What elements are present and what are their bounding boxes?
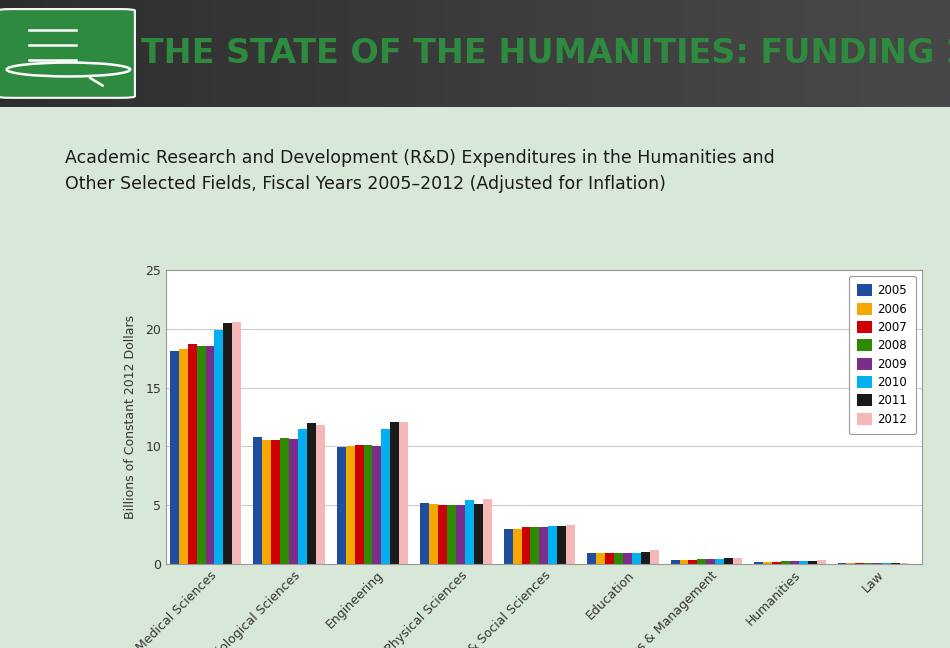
Bar xyxy=(429,504,438,564)
Bar xyxy=(205,347,215,564)
Bar xyxy=(447,505,456,564)
Bar xyxy=(671,561,679,564)
Bar xyxy=(315,425,325,564)
Bar xyxy=(808,561,817,564)
FancyBboxPatch shape xyxy=(0,9,135,98)
Bar xyxy=(558,526,566,564)
Bar xyxy=(587,553,596,564)
Bar xyxy=(715,559,724,564)
Bar xyxy=(901,562,909,564)
Bar xyxy=(438,505,447,564)
Text: Academic Research and Development (R&D) Expenditures in the Humanities and
Other: Academic Research and Development (R&D) … xyxy=(65,149,774,194)
Bar xyxy=(354,445,364,564)
Bar xyxy=(271,441,280,564)
Bar xyxy=(381,429,390,564)
Bar xyxy=(679,561,689,564)
Bar xyxy=(733,558,742,564)
Bar xyxy=(399,422,408,564)
Bar xyxy=(632,553,640,564)
Bar xyxy=(513,529,522,564)
Bar xyxy=(187,344,197,564)
Bar xyxy=(640,552,650,564)
Bar xyxy=(522,527,530,564)
Bar xyxy=(483,499,492,564)
Bar xyxy=(566,525,575,564)
Bar xyxy=(596,553,605,564)
Text: THE STATE OF THE HUMANITIES: FUNDING 2014: THE STATE OF THE HUMANITIES: FUNDING 201… xyxy=(141,37,950,70)
Bar xyxy=(289,439,298,564)
Bar xyxy=(724,558,733,564)
Bar xyxy=(540,527,548,564)
Bar xyxy=(465,500,474,564)
Bar xyxy=(548,526,558,564)
Bar xyxy=(504,529,513,564)
Bar xyxy=(781,561,789,564)
Bar xyxy=(789,561,799,564)
Bar xyxy=(689,561,697,564)
Bar xyxy=(891,563,901,564)
Bar xyxy=(233,322,241,564)
Bar xyxy=(170,351,179,564)
Bar xyxy=(799,561,807,564)
Bar xyxy=(697,559,707,564)
Bar xyxy=(215,330,223,564)
Bar xyxy=(474,504,483,564)
Bar xyxy=(307,422,315,564)
Bar xyxy=(262,441,271,564)
Bar xyxy=(605,553,614,564)
Bar xyxy=(298,429,307,564)
Bar xyxy=(754,562,763,564)
Bar xyxy=(346,446,354,564)
Bar xyxy=(372,446,381,564)
Bar xyxy=(650,550,658,564)
Bar xyxy=(223,323,233,564)
Bar xyxy=(614,553,623,564)
Bar xyxy=(623,553,632,564)
Bar xyxy=(763,562,772,564)
Bar xyxy=(179,349,187,564)
Bar xyxy=(390,422,399,564)
Bar xyxy=(817,561,826,564)
Bar xyxy=(456,505,465,564)
Bar xyxy=(772,562,781,564)
Bar xyxy=(530,527,540,564)
Bar xyxy=(707,559,715,564)
Legend: 2005, 2006, 2007, 2008, 2009, 2010, 2011, 2012: 2005, 2006, 2007, 2008, 2009, 2010, 2011… xyxy=(849,276,916,434)
Bar xyxy=(336,448,346,564)
Bar xyxy=(280,438,289,564)
Y-axis label: Billions of Constant 2012 Dollars: Billions of Constant 2012 Dollars xyxy=(124,315,137,519)
Bar xyxy=(254,437,262,564)
Bar xyxy=(420,503,429,564)
Bar xyxy=(364,445,372,564)
Bar xyxy=(197,347,205,564)
